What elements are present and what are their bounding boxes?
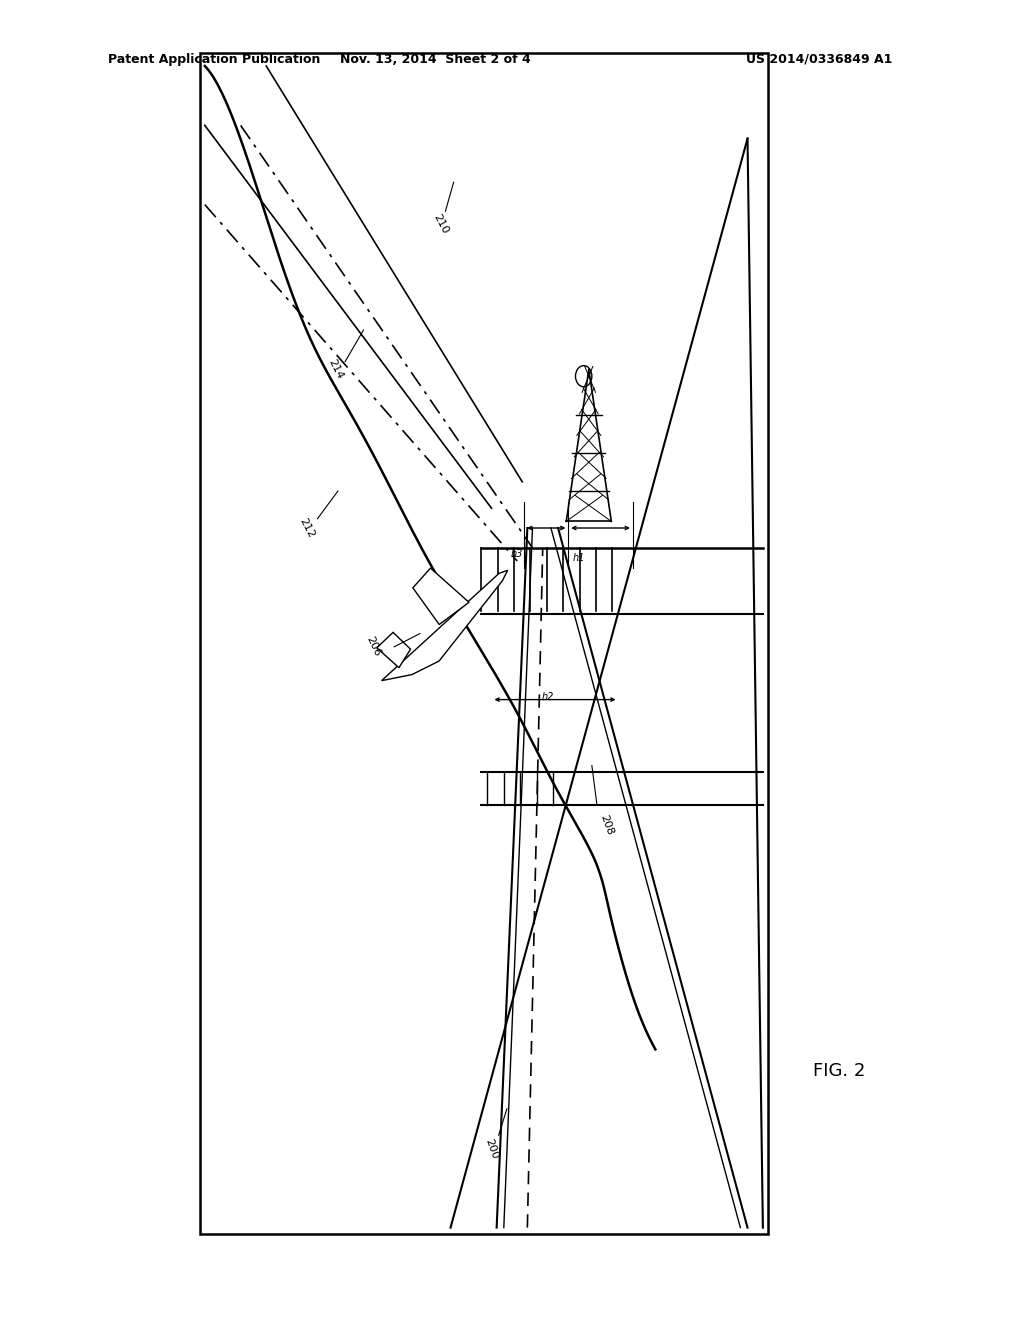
Text: US 2014/0336849 A1: US 2014/0336849 A1 [746, 53, 892, 66]
Text: h1: h1 [572, 553, 585, 564]
Text: 210: 210 [431, 213, 450, 236]
Text: Patent Application Publication: Patent Application Publication [108, 53, 319, 66]
Text: 206: 206 [365, 635, 383, 659]
Text: FIG. 2: FIG. 2 [813, 1061, 866, 1080]
Text: 200: 200 [483, 1137, 500, 1160]
Bar [200, 53, 768, 1234]
Polygon shape [413, 568, 469, 624]
Text: h3: h3 [511, 549, 523, 560]
Text: 214: 214 [327, 358, 345, 381]
Polygon shape [382, 570, 508, 681]
Polygon shape [377, 632, 411, 668]
Text: h2: h2 [542, 692, 554, 702]
Text: 208: 208 [598, 813, 614, 837]
Text: 212: 212 [298, 516, 316, 540]
Text: Nov. 13, 2014  Sheet 2 of 4: Nov. 13, 2014 Sheet 2 of 4 [340, 53, 530, 66]
